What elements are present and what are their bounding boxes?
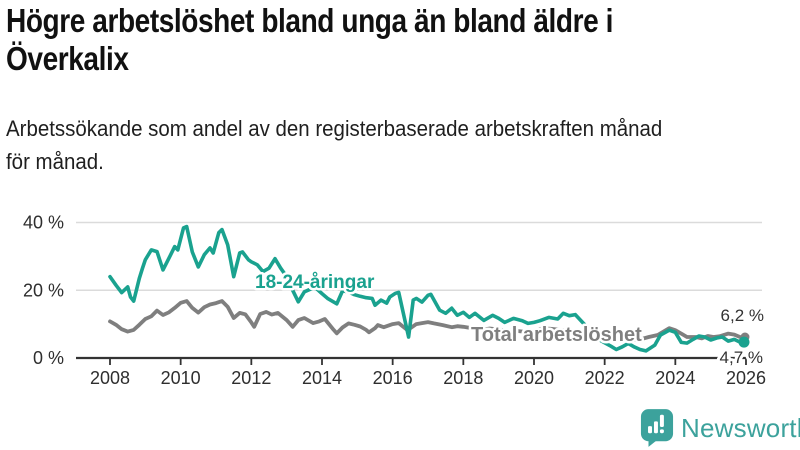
youth-series-label: 18-24-åringar bbox=[255, 272, 375, 293]
x-tick-label: 2026 bbox=[726, 368, 766, 388]
chart-subtitle-line1: Arbetssökande som andel av den registerb… bbox=[6, 116, 663, 141]
youth-line bbox=[108, 224, 742, 353]
total-line bbox=[108, 299, 742, 343]
y-tick-label: 0 % bbox=[33, 348, 64, 368]
chart-title-line2: Överkalix bbox=[6, 39, 129, 77]
newsworthy-logo[interactable]: Newsworthy bbox=[640, 408, 800, 448]
x-tick-label: 2020 bbox=[514, 368, 554, 388]
x-tick-label: 2018 bbox=[443, 368, 483, 388]
chart-title: Högre arbetslöshet bland unga än bland ä… bbox=[6, 2, 720, 77]
y-tick-label: 40 % bbox=[23, 213, 64, 233]
chart-subtitle: Arbetssökande som andel av den registerb… bbox=[6, 112, 712, 178]
chart-title-line1: Högre arbetslöshet bland unga än bland ä… bbox=[6, 2, 614, 39]
x-tick-label: 2022 bbox=[585, 368, 625, 388]
newsworthy-logo-text: Newsworthy bbox=[681, 412, 800, 443]
x-tick-label: 2010 bbox=[161, 368, 201, 388]
x-tick-label: 2014 bbox=[302, 368, 342, 388]
chart-subtitle-line2: för månad. bbox=[6, 149, 104, 174]
youth-end-value-label: 4,7 % bbox=[720, 348, 763, 367]
newsworthy-logo-icon bbox=[640, 409, 674, 447]
x-tick-label: 2024 bbox=[655, 368, 695, 388]
x-tick-label: 2012 bbox=[231, 368, 271, 388]
youth-end-dot bbox=[738, 336, 750, 348]
x-tick-label: 2016 bbox=[373, 368, 413, 388]
total-series-label: Total arbetslöshet bbox=[471, 324, 642, 346]
total-end-value-label: 6,2 % bbox=[721, 306, 764, 325]
y-tick-label: 20 % bbox=[23, 280, 64, 300]
x-tick-label: 2008 bbox=[90, 368, 130, 388]
